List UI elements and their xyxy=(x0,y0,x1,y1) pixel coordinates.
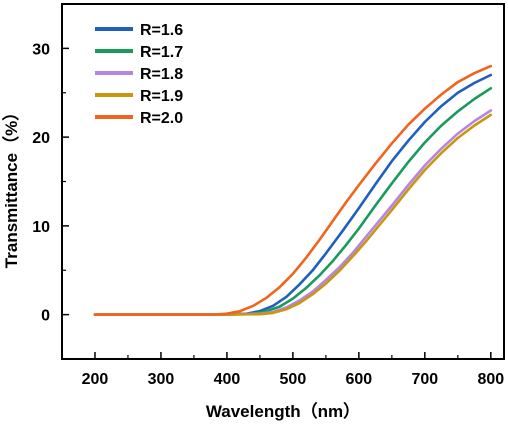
x-tick-label: 700 xyxy=(411,371,438,388)
legend-label: R=2.0 xyxy=(140,110,183,127)
series-line-r-1-9 xyxy=(93,113,493,316)
x-axis-title: Wavelength（nm） xyxy=(206,401,360,421)
x-tick-label: 300 xyxy=(148,371,175,388)
x-tick-label: 200 xyxy=(82,371,109,388)
y-tick-label: 30 xyxy=(32,41,50,58)
x-tick-label: 400 xyxy=(214,371,241,388)
y-tick-label: 20 xyxy=(32,130,50,147)
x-tick-label: 800 xyxy=(477,371,504,388)
series-line-r-1-8 xyxy=(93,109,493,316)
legend: R=1.6 R=1.7 R=1.8 R=1.9 R=2.0 xyxy=(95,22,183,127)
series-lines xyxy=(93,64,493,316)
axis-ticks: 200 300 400 500 600 700 800 0 10 20 30 xyxy=(32,41,504,388)
y-tick-label: 10 xyxy=(32,219,50,236)
legend-label: R=1.9 xyxy=(140,88,183,105)
series-line-r-2-0 xyxy=(93,64,493,316)
x-tick-label: 600 xyxy=(346,371,373,388)
y-axis-title: Transmittance（%） xyxy=(1,104,21,268)
legend-label: R=1.7 xyxy=(140,44,183,61)
x-tick-label: 500 xyxy=(280,371,307,388)
y-tick-label: 0 xyxy=(41,308,50,325)
legend-label: R=1.6 xyxy=(140,22,183,39)
legend-label: R=1.8 xyxy=(140,66,183,83)
